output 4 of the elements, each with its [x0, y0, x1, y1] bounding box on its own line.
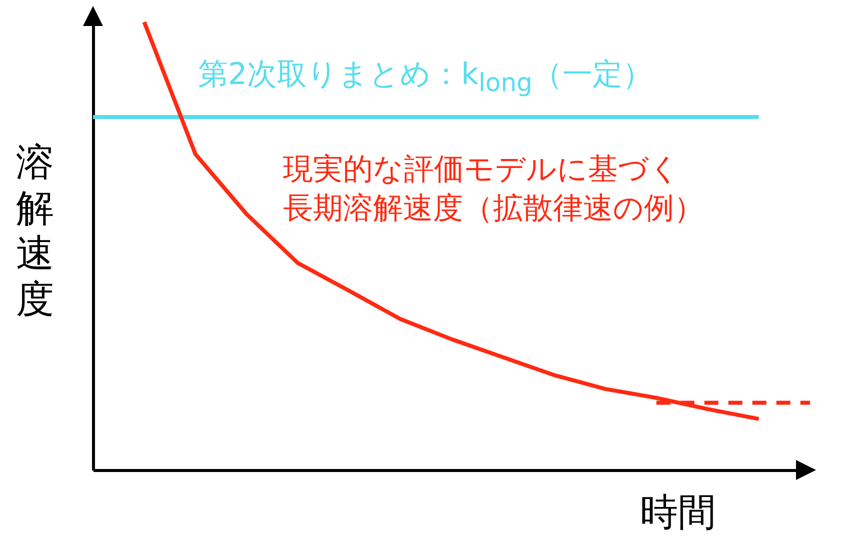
x-axis-title: 時間 — [640, 489, 716, 536]
series-label: 第2次取りまとめ：k$_{long}$（一定） — [198, 56, 652, 99]
series-label: 現実的な評価モデルに基づく長期溶解速度（拡散律速の例） — [283, 151, 704, 228]
y-axis-title: 溶解速度 — [16, 140, 55, 322]
